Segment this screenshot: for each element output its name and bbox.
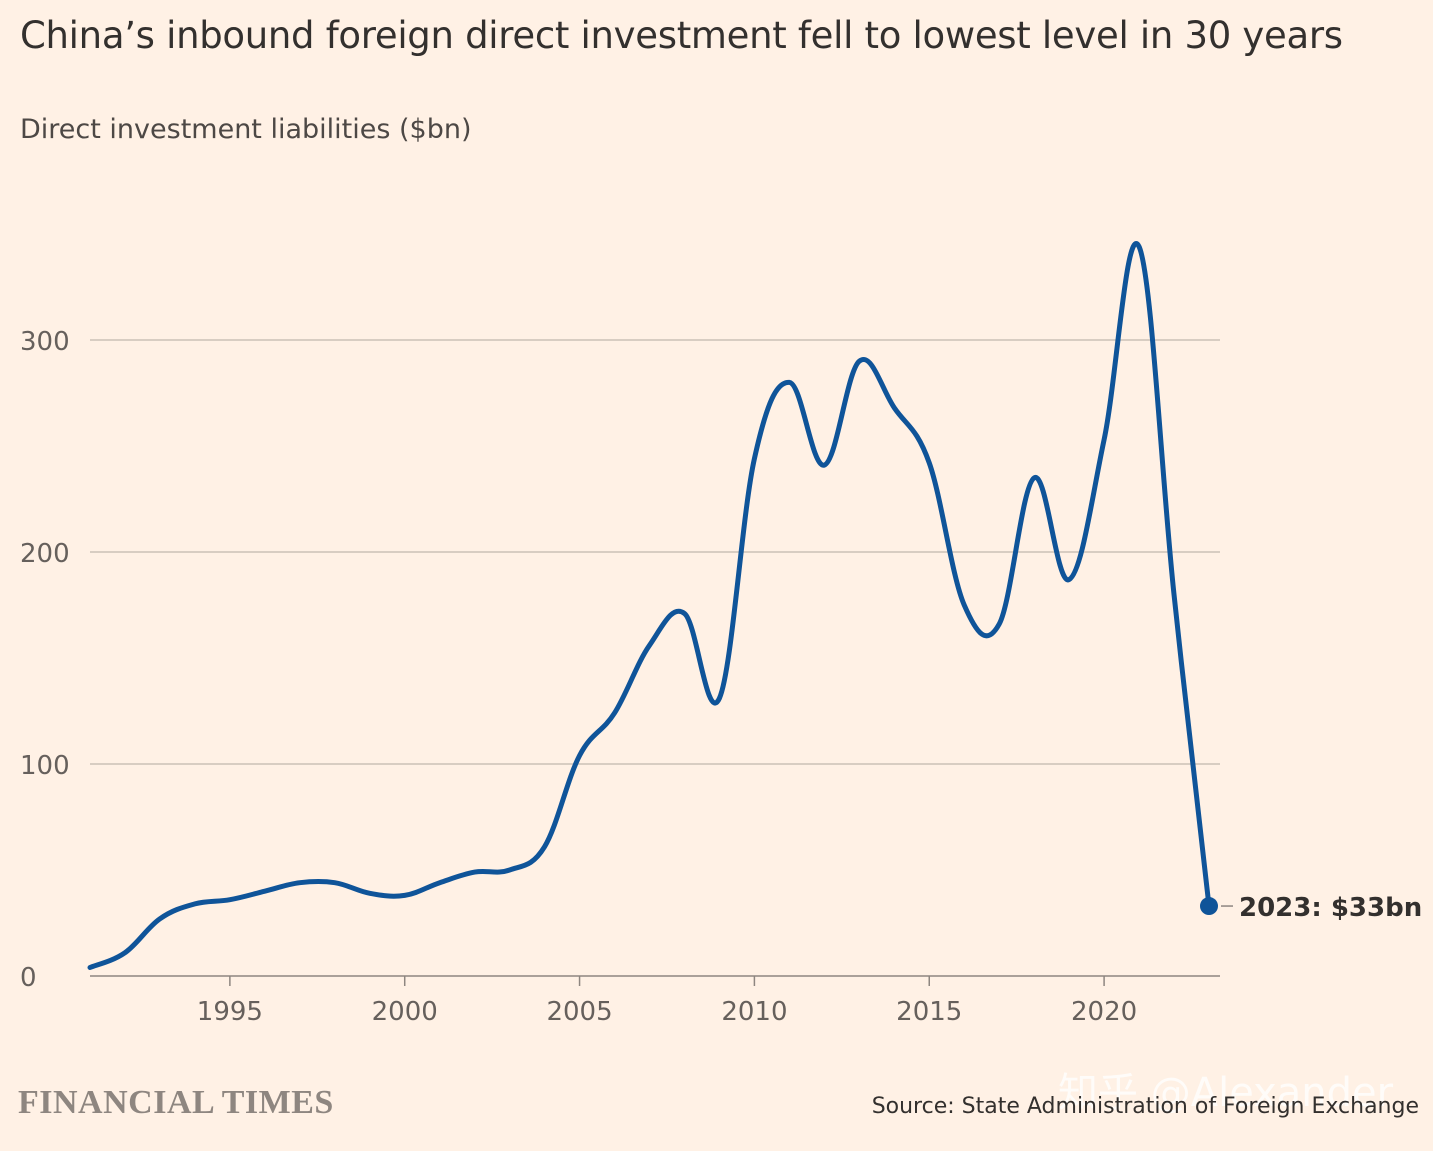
x-tick-label-1995: 1995 <box>197 997 263 1027</box>
x-tick-label-2020: 2020 <box>1071 997 1137 1027</box>
x-tick-label-2015: 2015 <box>896 997 962 1027</box>
x-axis <box>90 975 1220 986</box>
series-line <box>87 241 1212 970</box>
x-tick-label-2010: 2010 <box>721 997 787 1027</box>
x-tick-label-2000: 2000 <box>372 997 438 1027</box>
ft-logo: FINANCIAL TIMES <box>18 1084 334 1121</box>
end-point-marker <box>1200 897 1218 916</box>
x-tick-label-2005: 2005 <box>546 997 612 1027</box>
y-tick-label-100: 100 <box>20 751 70 781</box>
y-tick-label-200: 200 <box>20 539 70 569</box>
y-tick-label-0: 0 <box>20 963 37 993</box>
source-note: Source: State Administration of Foreign … <box>871 1094 1419 1119</box>
series-layer <box>87 241 1233 970</box>
y-tick-label-300: 300 <box>20 327 70 357</box>
chart-title: China’s inbound foreign direct investmen… <box>20 14 1343 57</box>
end-point-label: 2023: $33bn <box>1239 893 1422 923</box>
chart-subtitle: Direct investment liabilities ($bn) <box>20 114 472 145</box>
gridlines <box>90 339 1220 765</box>
tick-labels: 0 100 200 300 1995 2000 2005 2010 2015 2020 2023: … <box>20 327 1422 1027</box>
